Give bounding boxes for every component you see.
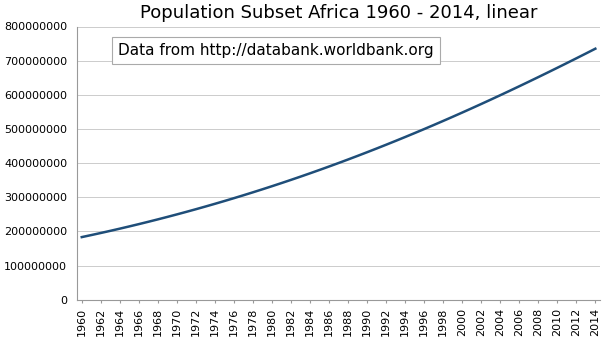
Text: Data from http://databank.worldbank.org: Data from http://databank.worldbank.org (118, 43, 434, 58)
Title: Population Subset Africa 1960 - 2014, linear: Population Subset Africa 1960 - 2014, li… (140, 4, 537, 22)
